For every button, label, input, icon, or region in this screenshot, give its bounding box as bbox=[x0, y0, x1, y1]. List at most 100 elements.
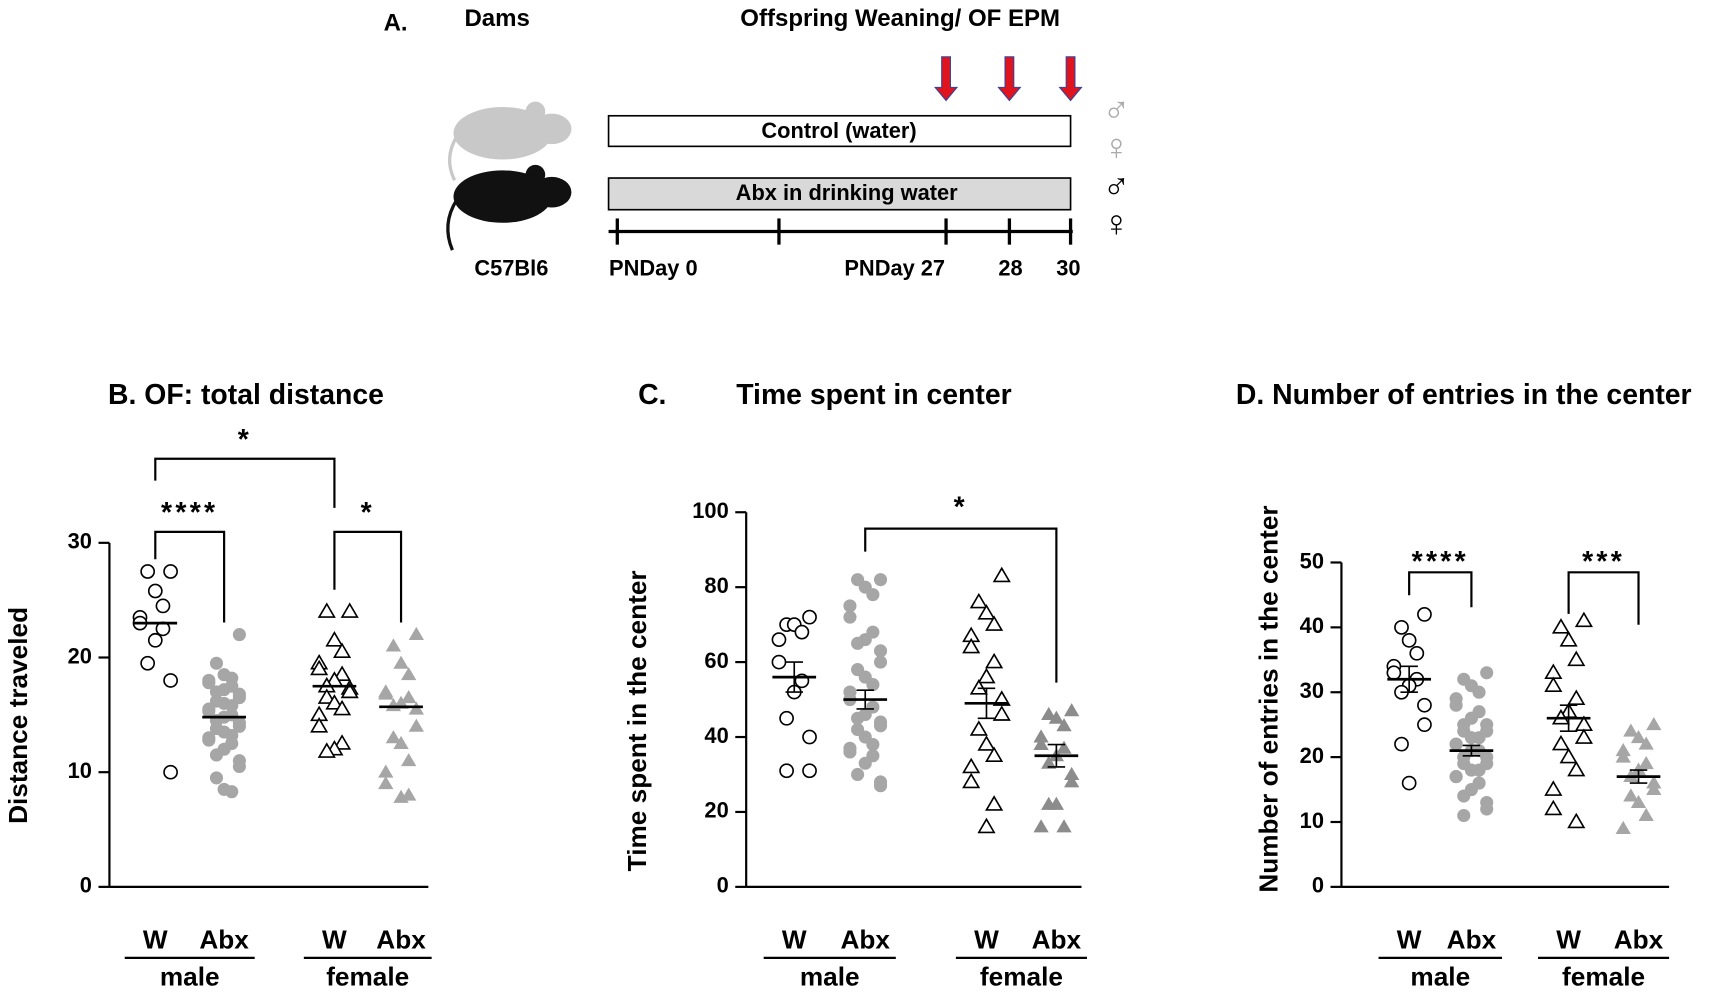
significance-bracket bbox=[1408, 571, 1473, 608]
data-point bbox=[985, 652, 1004, 669]
data-point bbox=[1567, 689, 1586, 706]
data-point bbox=[1048, 796, 1065, 810]
group-label: male bbox=[800, 962, 860, 992]
data-point bbox=[1041, 755, 1057, 769]
data-point bbox=[340, 682, 359, 699]
data-point bbox=[802, 763, 817, 779]
data-point bbox=[317, 602, 336, 618]
x-tick-label: W bbox=[322, 924, 347, 954]
data-point bbox=[779, 710, 794, 726]
data-point bbox=[393, 789, 409, 803]
data-point bbox=[866, 588, 880, 602]
event-label: Offspring Weaning/ OF EPM bbox=[740, 5, 1060, 32]
sex-symbol: ♂ bbox=[1103, 164, 1131, 206]
data-point bbox=[771, 632, 787, 647]
data-point bbox=[1544, 676, 1563, 693]
y-tick-label: 60 bbox=[704, 648, 728, 673]
data-point bbox=[802, 729, 817, 745]
data-point bbox=[1559, 747, 1578, 764]
data-point bbox=[325, 694, 344, 710]
y-axis-label: Time spent in the center bbox=[622, 570, 652, 871]
data-point bbox=[843, 599, 857, 613]
error-bar bbox=[1400, 665, 1418, 694]
data-point bbox=[977, 735, 996, 751]
control-label: Control (water) bbox=[761, 118, 916, 143]
data-point bbox=[378, 686, 394, 700]
x-tick-label: Abx bbox=[1032, 924, 1082, 954]
data-point bbox=[1394, 736, 1409, 752]
data-point bbox=[147, 583, 163, 599]
x-tick-label: W bbox=[143, 924, 168, 954]
error-bar bbox=[977, 687, 996, 720]
y-tick-label: 20 bbox=[1300, 743, 1324, 768]
group-label: female bbox=[326, 962, 409, 992]
data-point bbox=[140, 655, 156, 671]
data-point bbox=[1551, 734, 1571, 751]
data-point bbox=[202, 704, 216, 718]
data-point bbox=[1041, 706, 1057, 721]
y-tick-label: 40 bbox=[704, 723, 728, 748]
data-point bbox=[843, 745, 857, 759]
data-point bbox=[873, 655, 888, 669]
significance-bracket bbox=[154, 530, 226, 623]
data-point bbox=[1551, 618, 1571, 634]
data-point bbox=[866, 678, 880, 692]
y-tick-label: 50 bbox=[1300, 548, 1324, 573]
data-point bbox=[969, 592, 988, 609]
mouse-gray bbox=[448, 101, 572, 181]
data-point bbox=[992, 705, 1011, 721]
data-point bbox=[1567, 650, 1586, 667]
data-point bbox=[851, 767, 865, 782]
day-label: PNDay 27 bbox=[844, 256, 945, 281]
data-point bbox=[408, 626, 424, 641]
error-bar bbox=[1047, 743, 1066, 768]
chart-title: B. OF: total distance bbox=[108, 379, 384, 411]
data-point bbox=[310, 717, 329, 733]
data-point bbox=[163, 673, 178, 688]
data-point bbox=[209, 685, 224, 699]
abx-label: Abx in drinking water bbox=[736, 180, 958, 205]
data-point bbox=[147, 632, 163, 648]
data-point bbox=[1544, 663, 1563, 680]
data-point bbox=[985, 615, 1004, 631]
data-point bbox=[385, 730, 402, 744]
data-point bbox=[1064, 774, 1080, 788]
data-point bbox=[985, 795, 1004, 811]
data-point bbox=[332, 734, 352, 750]
dams-label: Dams bbox=[464, 5, 529, 32]
y-tick-label: 0 bbox=[80, 873, 92, 898]
data-point bbox=[843, 610, 857, 624]
data-point bbox=[1615, 749, 1631, 763]
data-point bbox=[962, 757, 981, 774]
data-point bbox=[1574, 611, 1593, 628]
data-point bbox=[1630, 794, 1647, 808]
panel-label: A. bbox=[384, 9, 408, 36]
data-point bbox=[1056, 718, 1072, 732]
data-point bbox=[310, 659, 329, 676]
data-point bbox=[163, 764, 178, 780]
data-point bbox=[858, 756, 872, 770]
data-point bbox=[1048, 710, 1065, 724]
significance-bracket bbox=[1567, 571, 1640, 625]
y-tick-label: 0 bbox=[717, 873, 729, 898]
data-point bbox=[401, 690, 417, 704]
y-tick-label: 20 bbox=[68, 643, 92, 668]
data-point bbox=[1457, 789, 1471, 803]
data-point bbox=[851, 636, 865, 650]
arrows bbox=[933, 56, 1083, 102]
sex-symbol: ♀ bbox=[1103, 202, 1131, 244]
day-label: 30 bbox=[1056, 256, 1080, 281]
data-point bbox=[1417, 717, 1432, 733]
data-point bbox=[232, 628, 246, 642]
data-point bbox=[969, 679, 988, 695]
data-point bbox=[1638, 755, 1654, 770]
strain-label: C57Bl6 bbox=[474, 256, 548, 281]
data-point bbox=[992, 690, 1011, 706]
data-point bbox=[317, 742, 336, 758]
data-point bbox=[1394, 619, 1409, 635]
error-bar bbox=[1559, 704, 1578, 732]
data-point bbox=[1457, 808, 1471, 823]
data-point bbox=[962, 637, 981, 654]
data-point bbox=[202, 733, 216, 747]
